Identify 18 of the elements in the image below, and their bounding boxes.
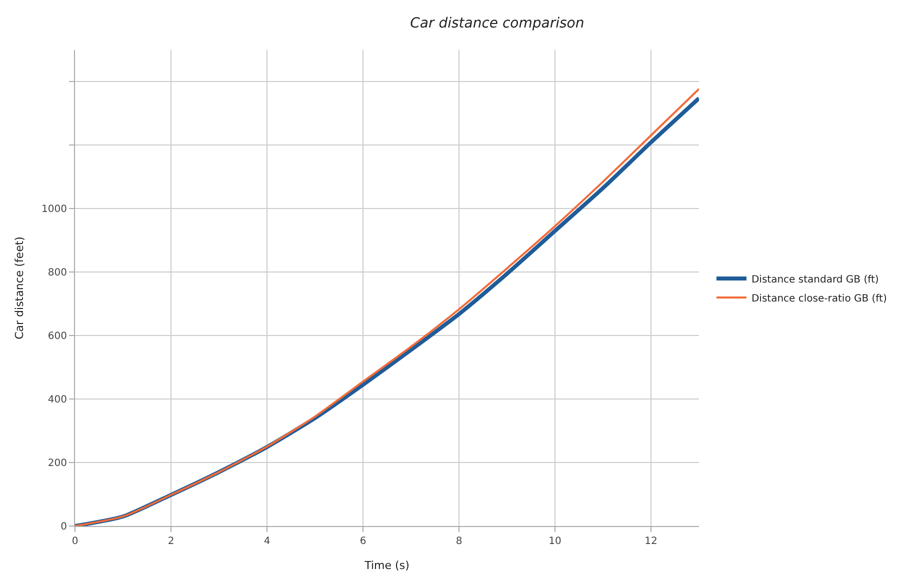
x-tick-label: 12 <box>644 536 658 547</box>
y-tick-label: 800 <box>48 268 67 279</box>
x-tick-label: 4 <box>264 536 270 547</box>
x-tick-label: 8 <box>456 536 462 547</box>
x-tick-label: 2 <box>168 536 174 547</box>
y-tick-label: 600 <box>48 331 67 342</box>
legend-label: Distance close-ratio GB (ft) <box>751 293 887 304</box>
x-tick-label: 10 <box>548 536 562 547</box>
y-tick-label: 400 <box>48 394 67 406</box>
chart-title: Car distance comparison <box>410 15 584 32</box>
y-axis-title: Car distance (feet) <box>13 236 26 340</box>
legend-label: Distance standard GB (ft) <box>751 274 879 286</box>
y-tick-label: 200 <box>48 458 67 470</box>
x-tick-label: 0 <box>72 536 78 547</box>
x-tick-label: 6 <box>360 536 366 547</box>
x-axis-title: Time (s) <box>364 559 410 572</box>
y-tick-label: 1000 <box>42 204 67 216</box>
y-tick-label: 0 <box>60 522 67 532</box>
